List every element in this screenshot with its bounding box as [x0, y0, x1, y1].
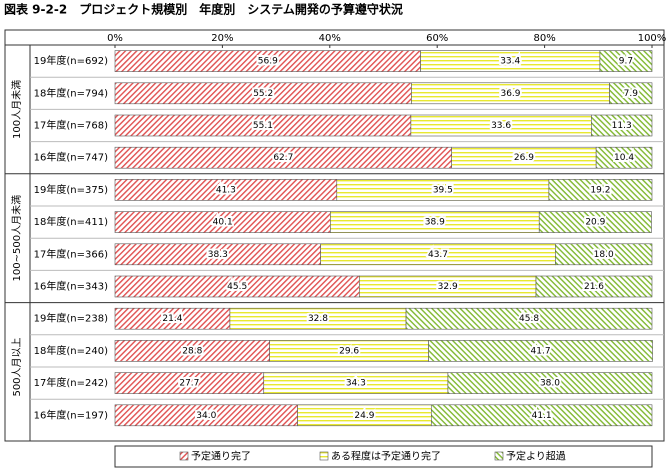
bar-segment [548, 179, 653, 201]
value-label: 55.2 [253, 89, 273, 99]
value-label: 39.5 [433, 185, 453, 195]
legend-label: 予定より超過 [506, 450, 566, 463]
value-label: 11.3 [612, 121, 632, 131]
category-label: 19年度(n=238) [34, 312, 108, 325]
legend-frame [114, 445, 653, 468]
value-label: 18.0 [594, 250, 614, 260]
category-label: 17年度(n=242) [34, 376, 108, 389]
bar-segment [555, 243, 653, 266]
bar-segment [591, 114, 653, 137]
category-label: 17年度(n=768) [34, 119, 108, 132]
x-tick-label: 20% [211, 33, 233, 44]
value-label: 43.7 [428, 250, 448, 260]
value-label: 45.8 [519, 314, 539, 324]
bar-segment [599, 50, 653, 72]
value-label: 34.0 [196, 411, 216, 421]
value-label: 56.9 [258, 57, 278, 67]
x-tick-label: 100% [638, 33, 667, 44]
value-label: 20.9 [585, 218, 605, 228]
x-tick-label: 60% [426, 33, 448, 44]
bar-segment [428, 340, 653, 362]
category-label: 16年度(n=197) [34, 408, 108, 421]
bar-segment [405, 307, 653, 330]
category-label: 19年度(n=375) [34, 183, 108, 196]
bar-segment [535, 275, 653, 298]
legend-swatch [494, 451, 504, 461]
category-label: 17年度(n=366) [34, 247, 108, 260]
value-label: 26.9 [514, 153, 534, 163]
x-tick-label: 80% [533, 33, 555, 44]
value-label: 34.3 [346, 379, 366, 389]
value-label: 62.7 [273, 153, 293, 163]
legend-label: 予定通り完了 [191, 450, 251, 463]
value-label: 45.5 [227, 282, 247, 292]
value-label: 24.9 [354, 411, 374, 421]
category-label: 16年度(n=747) [34, 151, 108, 164]
value-label: 55.1 [253, 121, 273, 131]
value-label: 38.3 [208, 250, 228, 260]
value-label: 32.8 [308, 314, 328, 324]
legend-swatch [179, 451, 189, 461]
x-tick-label: 0% [107, 33, 123, 44]
value-label: 38.9 [425, 218, 445, 228]
value-label: 32.9 [438, 282, 458, 292]
chart-frame [4, 29, 665, 442]
value-label: 10.4 [614, 153, 634, 163]
bar-segment [609, 82, 653, 105]
value-label: 40.1 [213, 218, 233, 228]
value-label: 36.9 [500, 89, 520, 99]
group-label: 500人月以上 [11, 337, 23, 396]
x-tick-label: 40% [319, 33, 341, 44]
chart-title: 図表 9-2-2 プロジェクト規模別 年度別 システム開発の予算遵守状況 [4, 2, 403, 17]
bar-segment [430, 404, 653, 427]
bar-segment [595, 146, 653, 169]
value-label: 41.7 [531, 346, 551, 356]
bar-segment [538, 211, 652, 233]
category-label: 18年度(n=411) [34, 215, 108, 228]
legend-swatch [319, 451, 329, 461]
group-label: 100人月未満 [11, 80, 23, 139]
category-label: 16年度(n=343) [34, 280, 108, 293]
value-label: 27.7 [179, 379, 199, 389]
legend-label: ある程度は予定通り完了 [331, 450, 441, 463]
value-label: 33.6 [491, 121, 511, 131]
value-label: 21.6 [584, 282, 604, 292]
bar-segment [447, 372, 653, 394]
value-label: 28.8 [182, 346, 202, 356]
category-label: 18年度(n=240) [34, 344, 108, 357]
value-label: 9.7 [619, 57, 633, 67]
group-label: 100~500人月未満 [11, 195, 23, 282]
category-label: 19年度(n=692) [34, 54, 108, 67]
value-label: 41.3 [216, 185, 236, 195]
value-label: 33.4 [500, 57, 520, 67]
category-label: 18年度(n=794) [34, 86, 108, 99]
value-label: 38.0 [540, 379, 560, 389]
value-label: 41.1 [532, 411, 552, 421]
value-label: 7.9 [624, 89, 639, 99]
value-label: 29.6 [339, 346, 359, 356]
value-label: 19.2 [590, 185, 610, 195]
value-label: 21.4 [162, 314, 182, 324]
